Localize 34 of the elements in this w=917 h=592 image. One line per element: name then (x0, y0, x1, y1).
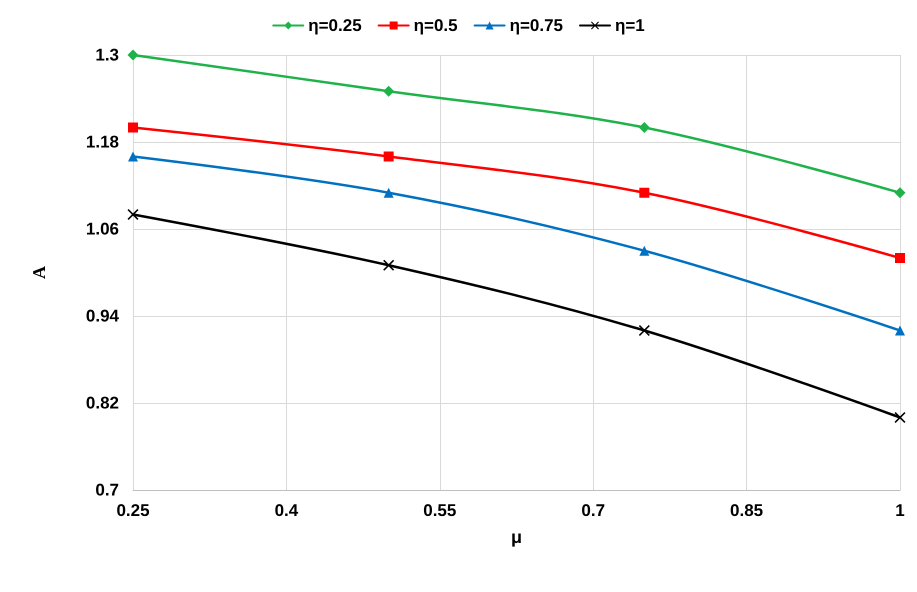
y-tick-label: 0.7 (95, 480, 119, 500)
x-tick-label: 0.25 (116, 501, 150, 520)
point (384, 152, 394, 162)
x-tick-label: 1 (895, 501, 905, 520)
point (383, 260, 394, 271)
legend-label: η=0.25 (308, 16, 362, 35)
point (384, 188, 394, 198)
point (895, 253, 905, 263)
point (639, 188, 650, 198)
point (639, 246, 650, 256)
y-tick-label: 1.18 (86, 132, 119, 152)
point (894, 187, 906, 198)
point (128, 122, 138, 132)
point (128, 50, 138, 60)
point (383, 86, 394, 97)
x-tick-label: 0.4 (274, 501, 299, 520)
y-tick-label: 1.3 (95, 46, 119, 64)
y-tick-label: 1.06 (86, 220, 119, 238)
y-axis-title: A (29, 266, 49, 279)
x-tick-label: 0.55 (423, 501, 456, 520)
x-axis-title: μ (510, 527, 522, 547)
legend-label: η=0.75 (510, 16, 563, 35)
point (638, 122, 650, 133)
point (128, 209, 138, 220)
point (894, 412, 906, 423)
y-tick-label: 0.94 (86, 306, 120, 326)
y-tick-label: 0.82 (86, 394, 119, 412)
x-tick-label: 0.7 (581, 501, 606, 520)
point (895, 326, 905, 336)
legend-label: η=1 (614, 16, 645, 35)
legend-label: η=0.5 (414, 16, 458, 35)
x-tick-label: 0.85 (730, 501, 764, 520)
point (638, 325, 650, 336)
point (128, 152, 138, 162)
